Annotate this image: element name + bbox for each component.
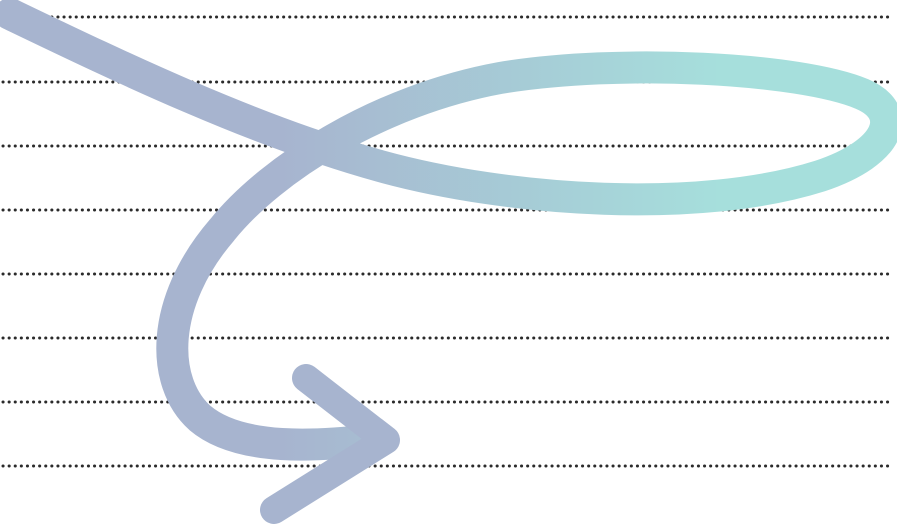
arrow-head (260, 364, 400, 524)
swirl-stroke (0, 0, 897, 461)
